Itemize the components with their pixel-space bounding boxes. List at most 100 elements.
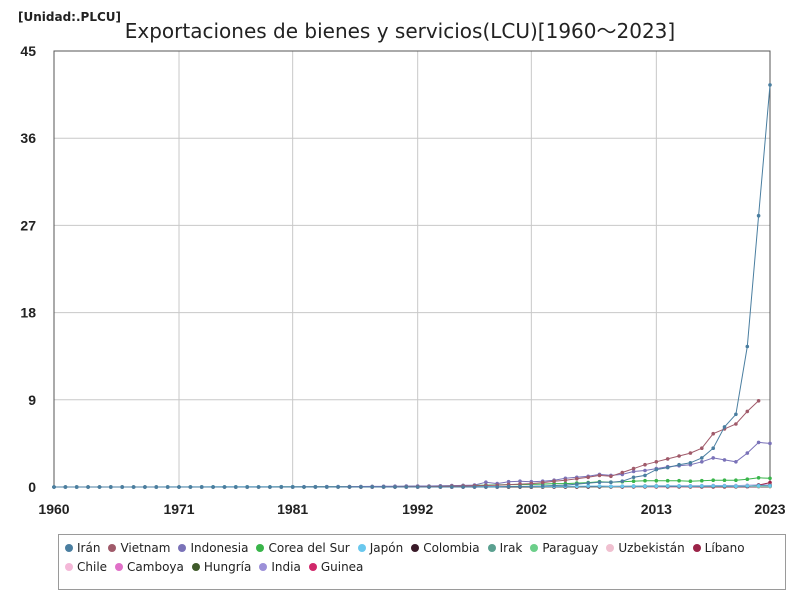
data-point [631,475,636,480]
legend-swatch [487,544,496,552]
data-point [643,462,647,467]
legend-item: Chile [65,560,107,574]
data-point [165,485,170,489]
data-point [700,478,704,483]
legend-item: Paraguay [530,541,598,555]
data-point [620,470,625,475]
data-point [552,479,556,484]
data-point [768,480,772,485]
data-point [575,477,579,481]
data-point [131,485,136,489]
data-point [631,466,636,471]
legend-item: Colombia [411,541,480,555]
legend-label: Camboya [127,560,184,574]
data-point [700,446,704,451]
data-point [665,484,670,488]
data-point [688,479,693,484]
data-point [756,484,761,488]
legend-label: India [271,560,301,574]
data-point [120,485,124,489]
data-point [722,425,727,429]
data-point [495,485,500,489]
legend-label: Uzbekistán [618,541,685,555]
legend: Irán Vietnam Indonesia Corea del Sur Japón Co… [58,534,786,590]
data-point [677,454,681,458]
data-point [370,485,375,489]
data-point [700,456,704,460]
legend-item: Corea del Sur [256,541,350,555]
grid-lines [53,50,771,488]
data-point [643,468,647,473]
data-point [325,485,329,489]
data-point [245,485,249,489]
data-point [199,485,204,489]
y-tick-label: 9 [28,392,36,408]
y-tick-label: 36 [20,130,36,146]
data-point [393,485,397,489]
data-point [609,484,613,489]
data-point [654,484,659,489]
data-point [597,473,602,478]
data-point [711,456,715,460]
data-point [234,485,238,489]
legend-label: Guinea [320,560,364,574]
data-point [722,478,727,483]
series-indonesia [52,440,772,489]
unit-label: [Unidad:.PLCU] [18,10,121,24]
legend-label: Paraguay [542,541,599,555]
data-point [63,485,68,489]
y-axis: 0 9 18 27 36 45 [20,43,36,495]
legend-swatch [357,544,366,552]
x-tick-label: 2002 [516,501,547,517]
data-point [734,484,738,489]
data-point [665,478,670,483]
x-tick-label: 1960 [38,501,69,517]
legend-item: Camboya [115,560,184,574]
data-point [109,485,113,489]
data-point [631,479,636,484]
y-tick-label: 27 [20,217,36,233]
legend-item: Irak [487,541,522,555]
data-point [211,485,215,489]
legend-item: Guinea [308,560,364,574]
data-point [268,485,272,489]
legend-swatch [115,563,124,571]
series-vietnam [347,399,761,489]
data-point [586,475,590,480]
data-point [336,485,340,489]
legend-swatch [259,563,268,571]
data-point [597,480,602,485]
legend-label: Indonesia [190,541,249,555]
legend-swatch [108,544,117,552]
data-point [52,485,56,489]
legend-swatch [65,563,73,571]
data-point [575,482,579,486]
data-point [677,478,681,483]
data-point [643,473,647,478]
x-tick-label: 1981 [277,501,308,517]
x-tick-label: 1971 [163,501,194,517]
data-point [654,467,659,472]
data-point [734,478,738,483]
legend-swatch [191,563,200,571]
y-tick-label: 0 [28,479,36,495]
data-point [529,481,534,486]
data-point [438,485,443,489]
data-point [745,451,750,455]
legend-label: Japón [369,541,404,555]
data-point [86,485,90,489]
data-point [722,484,727,488]
data-point [484,485,488,489]
data-point [688,461,693,465]
data-point [359,485,363,489]
data-point [74,485,79,489]
data-point [302,485,306,489]
data-point [688,451,693,455]
data-point [97,485,102,489]
x-tick-label: 2013 [641,501,672,517]
data-point [711,478,715,483]
data-point [279,485,284,489]
legend-item: Japón [357,541,404,555]
legend-label: Colombia [423,541,480,555]
line-chart: 0 9 18 27 36 45 1960 1971 1981 1992 2002 2013 2023 [20,43,785,517]
